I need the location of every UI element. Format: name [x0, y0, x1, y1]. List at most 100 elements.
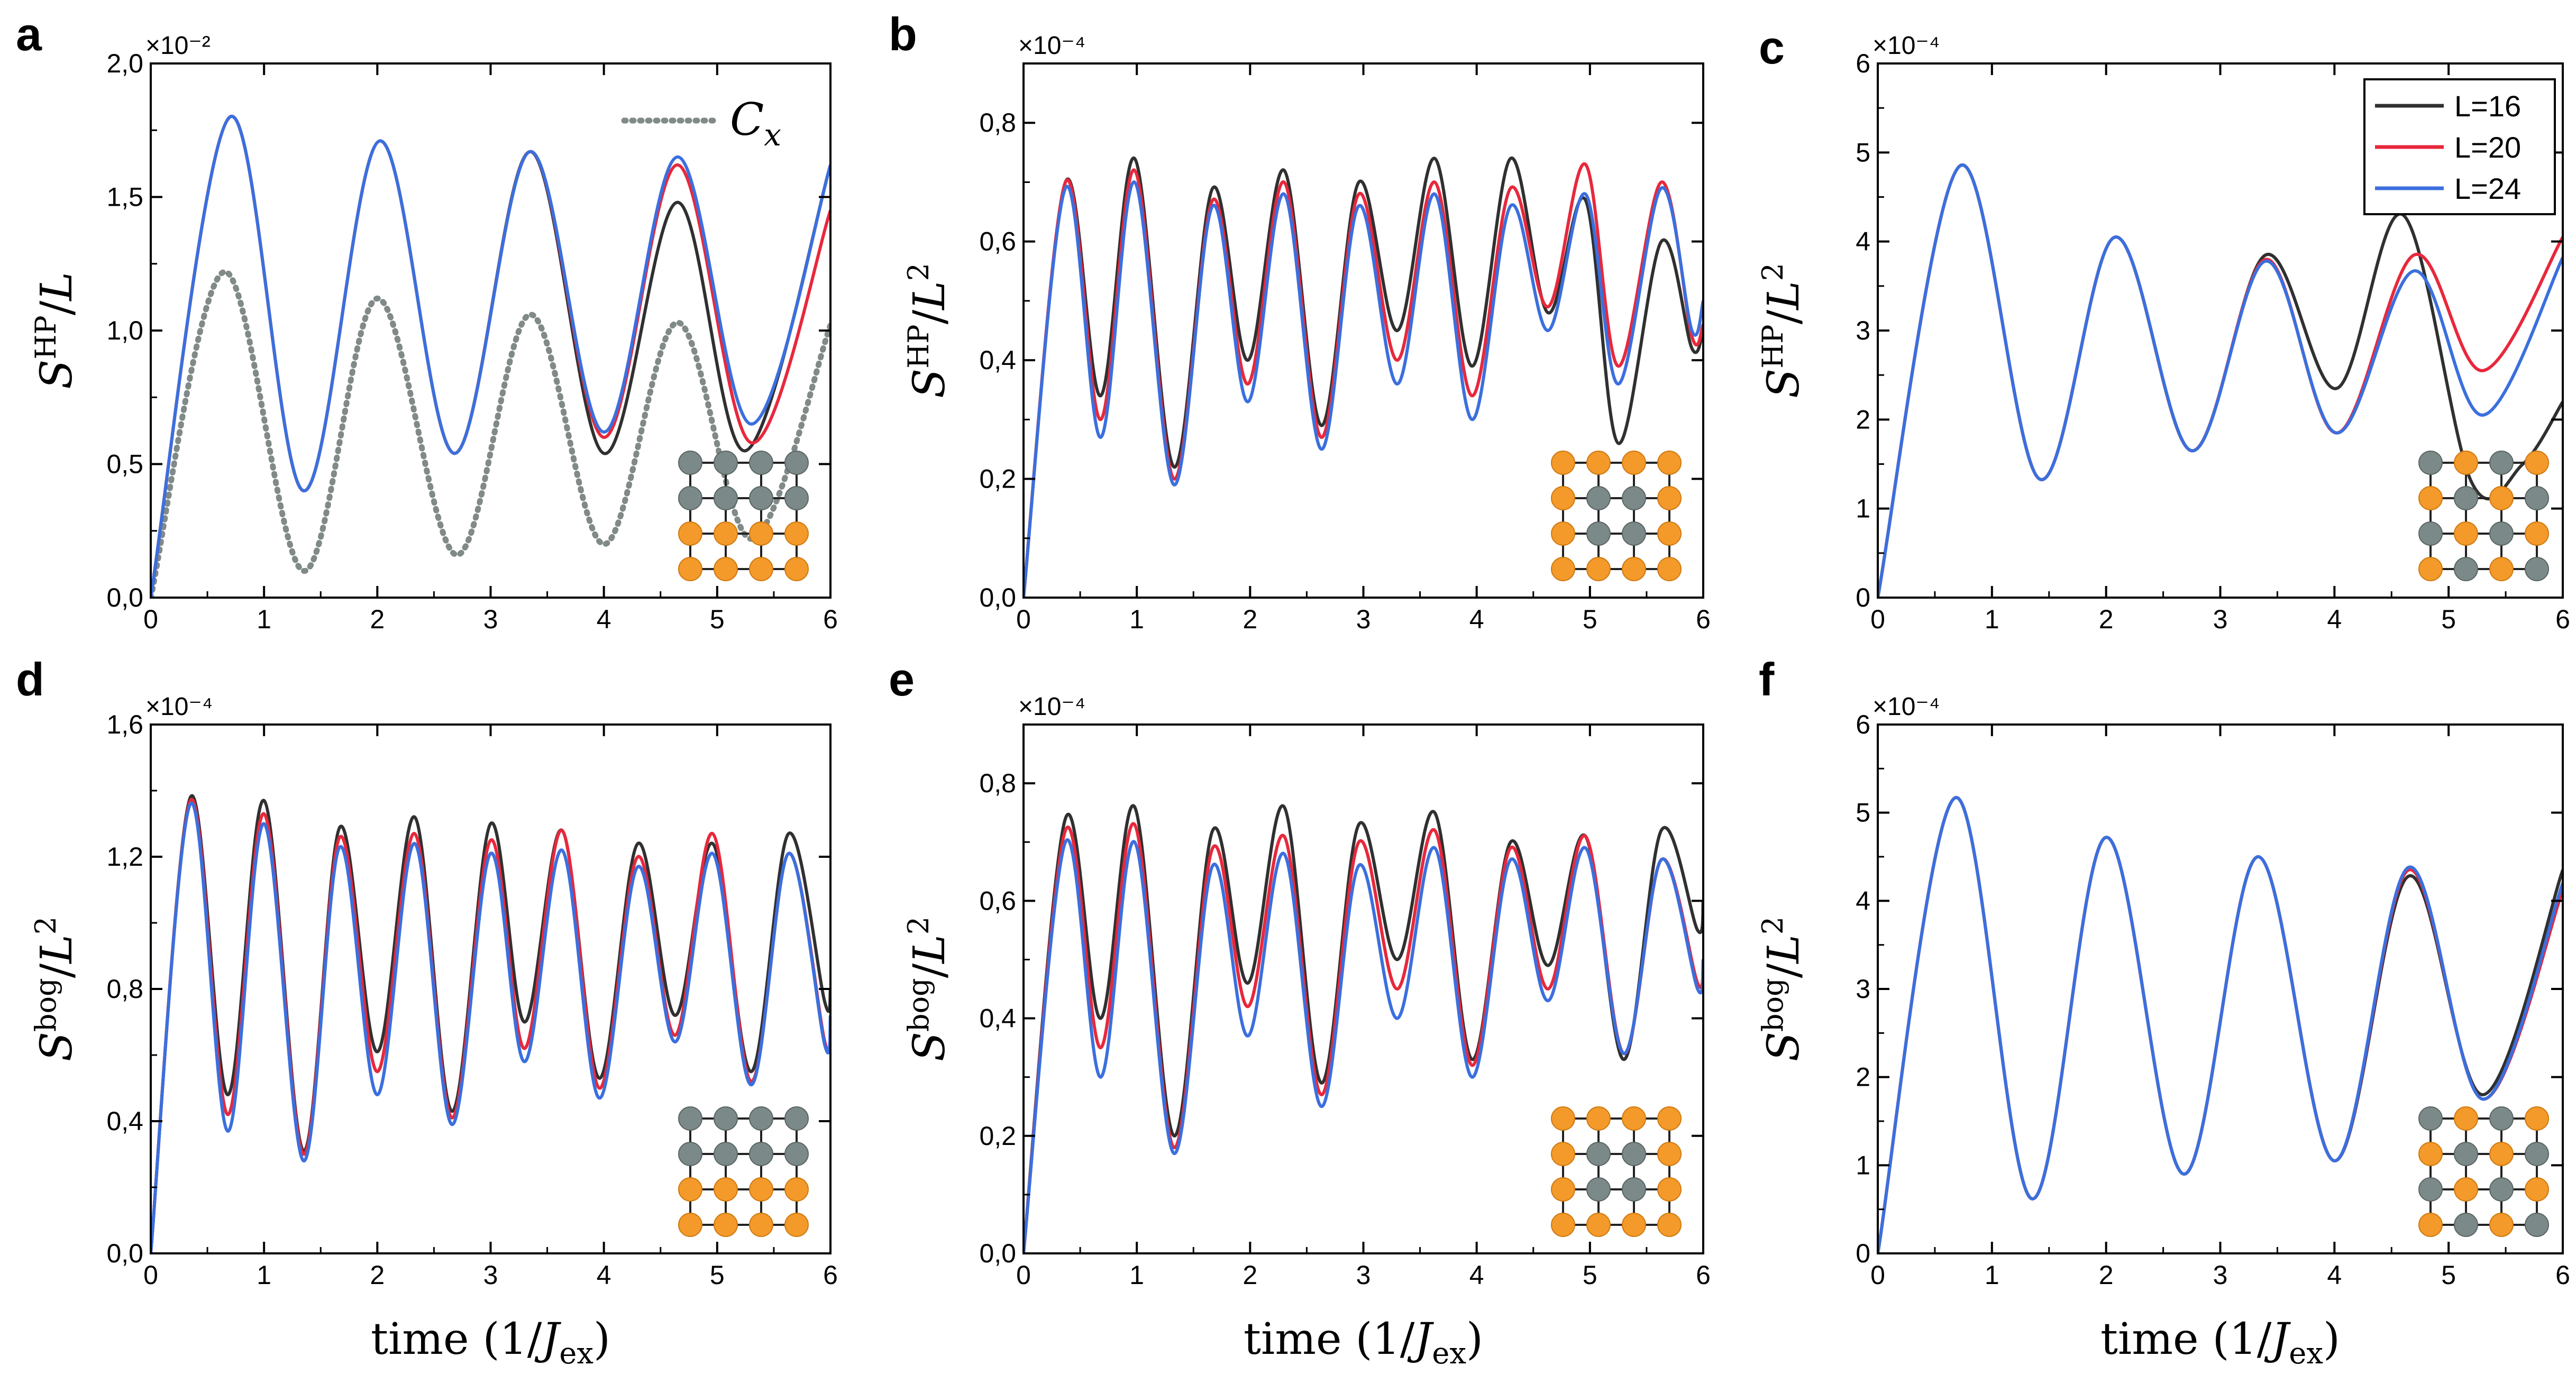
y-label-part: S [1759, 369, 1809, 398]
y-axis-label: Sbog/L2 [29, 917, 82, 1061]
y-label-part: L [32, 272, 82, 301]
lattice-atom [678, 1106, 702, 1131]
lattice-atom [1586, 1177, 1611, 1202]
lattice-atom [749, 1106, 773, 1131]
lattice-atom [714, 451, 738, 475]
lattice-atom [2454, 1213, 2478, 1237]
x-tick-label: 3 [1356, 1260, 1371, 1290]
series-group [1878, 796, 2563, 1253]
y-tick-label: 2,0 [106, 49, 143, 78]
y-tick-label: 2 [1856, 405, 1870, 434]
series-group [151, 794, 830, 1253]
y-label-part: S [32, 1032, 82, 1061]
cx-legend-label: Cx [730, 94, 781, 153]
y-scale-label: ×10⁻⁴ [1872, 32, 1940, 60]
lattice-atom [1586, 1213, 1611, 1237]
x-tick-label: 1 [1985, 1260, 1999, 1290]
y-tick-label: 6 [1856, 49, 1870, 78]
series-L24-line [151, 801, 830, 1253]
y-tick-label: 0,4 [979, 345, 1016, 375]
x-tick-label: 6 [823, 1260, 838, 1290]
y-tick-label: 2 [1856, 1062, 1870, 1092]
lattice-atom [1551, 486, 1575, 510]
x-tick-label: 1 [1985, 604, 1999, 634]
y-label-part: 2 [1756, 917, 1789, 934]
lattice-atom [2489, 1142, 2514, 1166]
y-label-part: 2 [902, 917, 935, 934]
y-label-part: bog [902, 978, 935, 1032]
y-tick-label: 5 [1856, 798, 1870, 828]
series-group [1024, 157, 1703, 598]
x-label-part: ) [1466, 1314, 1483, 1364]
lattice-atom [2489, 486, 2514, 510]
y-scale-label: ×10⁻⁴ [1018, 32, 1085, 60]
lattice-atom [1622, 1106, 1646, 1131]
x-axis-label: time (1/Jex) [1244, 1314, 1483, 1371]
y-tick-label: 6 [1856, 710, 1870, 739]
y-tick-label: 0,0 [979, 1239, 1016, 1268]
lattice-atom [2525, 557, 2549, 581]
x-label-part: ex [559, 1336, 593, 1371]
lattice-atom [2418, 1106, 2443, 1131]
x-tick-label: 4 [1469, 604, 1484, 634]
x-label-part: ex [2289, 1336, 2323, 1371]
lattice-atom [678, 486, 702, 510]
y-label-part: 2 [902, 263, 935, 281]
y-label-part: L [905, 934, 955, 964]
lattice-atom [2418, 486, 2443, 510]
lattice-atom [1586, 1106, 1611, 1131]
x-tick-label: 6 [1696, 1260, 1711, 1290]
lattice-atom [749, 486, 773, 510]
y-tick-label: 0,2 [979, 1121, 1016, 1151]
lattice-atom [1657, 486, 1682, 510]
legend-label: L=24 [2454, 172, 2521, 205]
series-L24-line [151, 115, 830, 598]
lattice-atom [1622, 521, 1646, 546]
x-tick-label: 2 [1243, 1260, 1257, 1290]
lattice-atom [1622, 1177, 1646, 1202]
x-tick-label: 3 [1356, 604, 1371, 634]
y-scale-label: ×10⁻⁴ [145, 693, 213, 721]
legend-label: L=16 [2454, 89, 2521, 123]
lattice-atom [2418, 557, 2443, 581]
y-axis-label: Sbog/L2 [902, 917, 955, 1061]
y-tick-label: 1 [1856, 494, 1870, 524]
lattice-atom [749, 1177, 773, 1202]
y-tick-label: 3 [1856, 316, 1870, 345]
lattice-atom [714, 1213, 738, 1237]
lattice-atom [749, 521, 773, 546]
y-tick-label: 3 [1856, 974, 1870, 1004]
x-label-part: time (1/ [2100, 1314, 2272, 1364]
lattice-atom [2525, 1213, 2549, 1237]
lattice-atom [2454, 557, 2478, 581]
y-tick-label: 5 [1856, 138, 1870, 167]
panel-label: a [16, 8, 42, 60]
lattice-atom [2418, 521, 2443, 546]
x-tick-label: 0 [1870, 604, 1885, 634]
y-label-part: S [905, 1032, 955, 1061]
y-tick-label: 1,6 [106, 710, 143, 739]
x-label-part: ) [593, 1314, 610, 1364]
y-tick-label: 0,6 [979, 886, 1016, 915]
lattice-atom [1551, 451, 1575, 475]
lattice-atom [2418, 1142, 2443, 1166]
x-tick-label: 2 [370, 1260, 385, 1290]
panel-label: f [1759, 653, 1775, 705]
y-tick-label: 1,2 [106, 842, 143, 872]
y-tick-label: 0,6 [979, 227, 1016, 256]
x-tick-label: 0 [143, 1260, 158, 1290]
x-label-part: time (1/ [371, 1314, 542, 1364]
lattice-atom [678, 557, 702, 581]
y-label-part: / [1759, 963, 1809, 978]
y-label-part: L [1759, 281, 1809, 310]
x-tick-label: 2 [370, 604, 385, 634]
x-tick-label: 3 [2213, 1260, 2228, 1290]
x-tick-label: 0 [1870, 1260, 1885, 1290]
lattice-atom [2489, 1213, 2514, 1237]
lattice-atom [2489, 1106, 2514, 1131]
x-label-part: time (1/ [1244, 1314, 1415, 1364]
lattice-atom [749, 1213, 773, 1237]
